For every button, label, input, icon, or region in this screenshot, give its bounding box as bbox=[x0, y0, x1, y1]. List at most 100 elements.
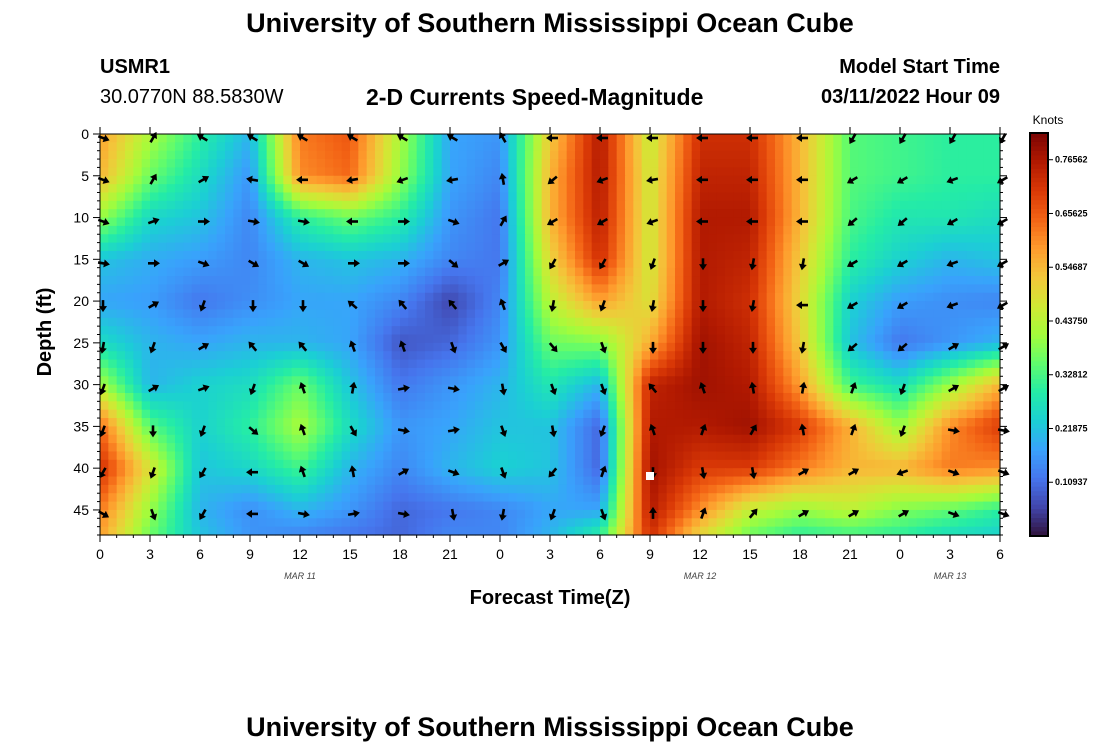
heatmap-cell bbox=[958, 200, 968, 210]
heatmap-cell bbox=[850, 384, 859, 394]
heatmap-cell bbox=[500, 292, 509, 302]
heatmap-cell bbox=[658, 367, 668, 377]
heatmap-cell bbox=[600, 242, 609, 252]
heatmap-cell bbox=[675, 459, 684, 469]
heatmap-cell bbox=[766, 367, 776, 377]
heatmap-cell bbox=[825, 267, 834, 277]
heatmap-cell bbox=[366, 134, 376, 143]
heatmap-cell bbox=[866, 267, 876, 277]
heatmap-cell bbox=[758, 175, 768, 185]
heatmap-cell bbox=[408, 309, 418, 319]
heatmap-cell bbox=[491, 242, 501, 252]
heatmap-cell bbox=[541, 267, 551, 277]
heatmap-cell bbox=[783, 493, 793, 503]
heatmap-cell bbox=[858, 250, 868, 260]
heatmap-cell bbox=[950, 209, 959, 219]
heatmap-cell bbox=[875, 334, 884, 344]
heatmap-cell bbox=[108, 459, 118, 469]
heatmap-cell bbox=[158, 367, 168, 377]
heatmap-cell bbox=[833, 501, 843, 511]
heatmap-cell bbox=[950, 501, 959, 511]
page-title: University of Southern Mississippi Ocean… bbox=[246, 8, 854, 38]
heatmap-cell bbox=[108, 259, 118, 269]
heatmap-cell bbox=[833, 292, 843, 302]
heatmap-cell bbox=[833, 209, 843, 219]
heatmap-cell bbox=[658, 443, 668, 453]
heatmap-cell bbox=[433, 367, 443, 377]
heatmap-cell bbox=[250, 250, 259, 260]
heatmap-cell bbox=[566, 192, 576, 202]
heatmap-cell bbox=[658, 493, 668, 503]
heatmap-cell bbox=[700, 142, 709, 152]
heatmap-cell bbox=[491, 284, 501, 294]
heatmap-cell bbox=[650, 392, 659, 402]
heatmap-cell bbox=[558, 142, 568, 152]
heatmap-cell bbox=[325, 209, 334, 219]
heatmap-cell bbox=[983, 234, 993, 244]
heatmap-cell bbox=[150, 192, 159, 202]
heatmap-cell bbox=[825, 142, 834, 152]
heatmap-cell bbox=[358, 401, 368, 411]
heatmap-cell bbox=[483, 317, 493, 327]
heatmap-cell bbox=[158, 409, 168, 419]
heatmap-cell bbox=[375, 484, 384, 494]
heatmap-cell bbox=[983, 284, 993, 294]
heatmap-cell bbox=[516, 259, 526, 269]
heatmap-cell bbox=[241, 250, 251, 260]
heatmap-cell bbox=[183, 242, 193, 252]
heatmap-cell bbox=[900, 384, 909, 394]
heatmap-cell bbox=[891, 209, 901, 219]
heatmap-cell bbox=[525, 150, 534, 160]
heatmap-cell bbox=[491, 443, 501, 453]
heatmap-cell bbox=[683, 250, 693, 260]
heatmap-cell bbox=[691, 175, 701, 185]
heatmap-cell bbox=[958, 250, 968, 260]
heatmap-cell bbox=[525, 376, 534, 386]
heatmap-cell bbox=[308, 376, 318, 386]
heatmap-cell bbox=[766, 326, 776, 336]
heatmap-cell bbox=[283, 409, 293, 419]
heatmap-cell bbox=[125, 301, 134, 311]
heatmap-cell bbox=[783, 409, 793, 419]
heatmap-cell bbox=[500, 317, 509, 327]
heatmap-cell bbox=[325, 267, 334, 277]
heatmap-cell bbox=[200, 284, 209, 294]
heatmap-cell bbox=[933, 426, 943, 436]
heatmap-cell bbox=[608, 309, 618, 319]
heatmap-cell bbox=[483, 234, 493, 244]
heatmap-cell bbox=[708, 301, 718, 311]
heatmap-cell bbox=[150, 359, 159, 369]
heatmap-cell bbox=[991, 209, 1001, 219]
heatmap-cell bbox=[791, 418, 801, 427]
heatmap-cell bbox=[875, 267, 884, 277]
heatmap-cell bbox=[800, 150, 809, 160]
heatmap-cell bbox=[550, 301, 559, 311]
heatmap-cell bbox=[558, 317, 568, 327]
heatmap-cell bbox=[391, 259, 401, 269]
heatmap-cell bbox=[566, 259, 576, 269]
heatmap-cell bbox=[183, 509, 193, 519]
heatmap-cell bbox=[166, 200, 176, 210]
heatmap-cell bbox=[783, 334, 793, 344]
heatmap-cell bbox=[358, 501, 368, 511]
heatmap-cell bbox=[766, 209, 776, 219]
heatmap-cell bbox=[316, 317, 326, 327]
heatmap-cell bbox=[766, 359, 776, 369]
heatmap-cell bbox=[716, 392, 726, 402]
heatmap-cell bbox=[983, 409, 993, 419]
heatmap-cell bbox=[883, 376, 893, 386]
heatmap-cell bbox=[100, 384, 109, 394]
heatmap-cell bbox=[250, 434, 259, 444]
heatmap-cell bbox=[308, 184, 318, 194]
heatmap-cell bbox=[508, 192, 518, 202]
heatmap-cell bbox=[950, 292, 959, 302]
heatmap-cell bbox=[916, 501, 926, 511]
heatmap-cell bbox=[316, 192, 326, 202]
heatmap-cell bbox=[158, 317, 168, 327]
heatmap-cell bbox=[858, 150, 868, 160]
heatmap-cell bbox=[191, 409, 201, 419]
heatmap-cell bbox=[450, 493, 459, 503]
heatmap-cell bbox=[433, 159, 443, 169]
heatmap-cell bbox=[541, 167, 551, 177]
heatmap-cell bbox=[741, 225, 751, 235]
